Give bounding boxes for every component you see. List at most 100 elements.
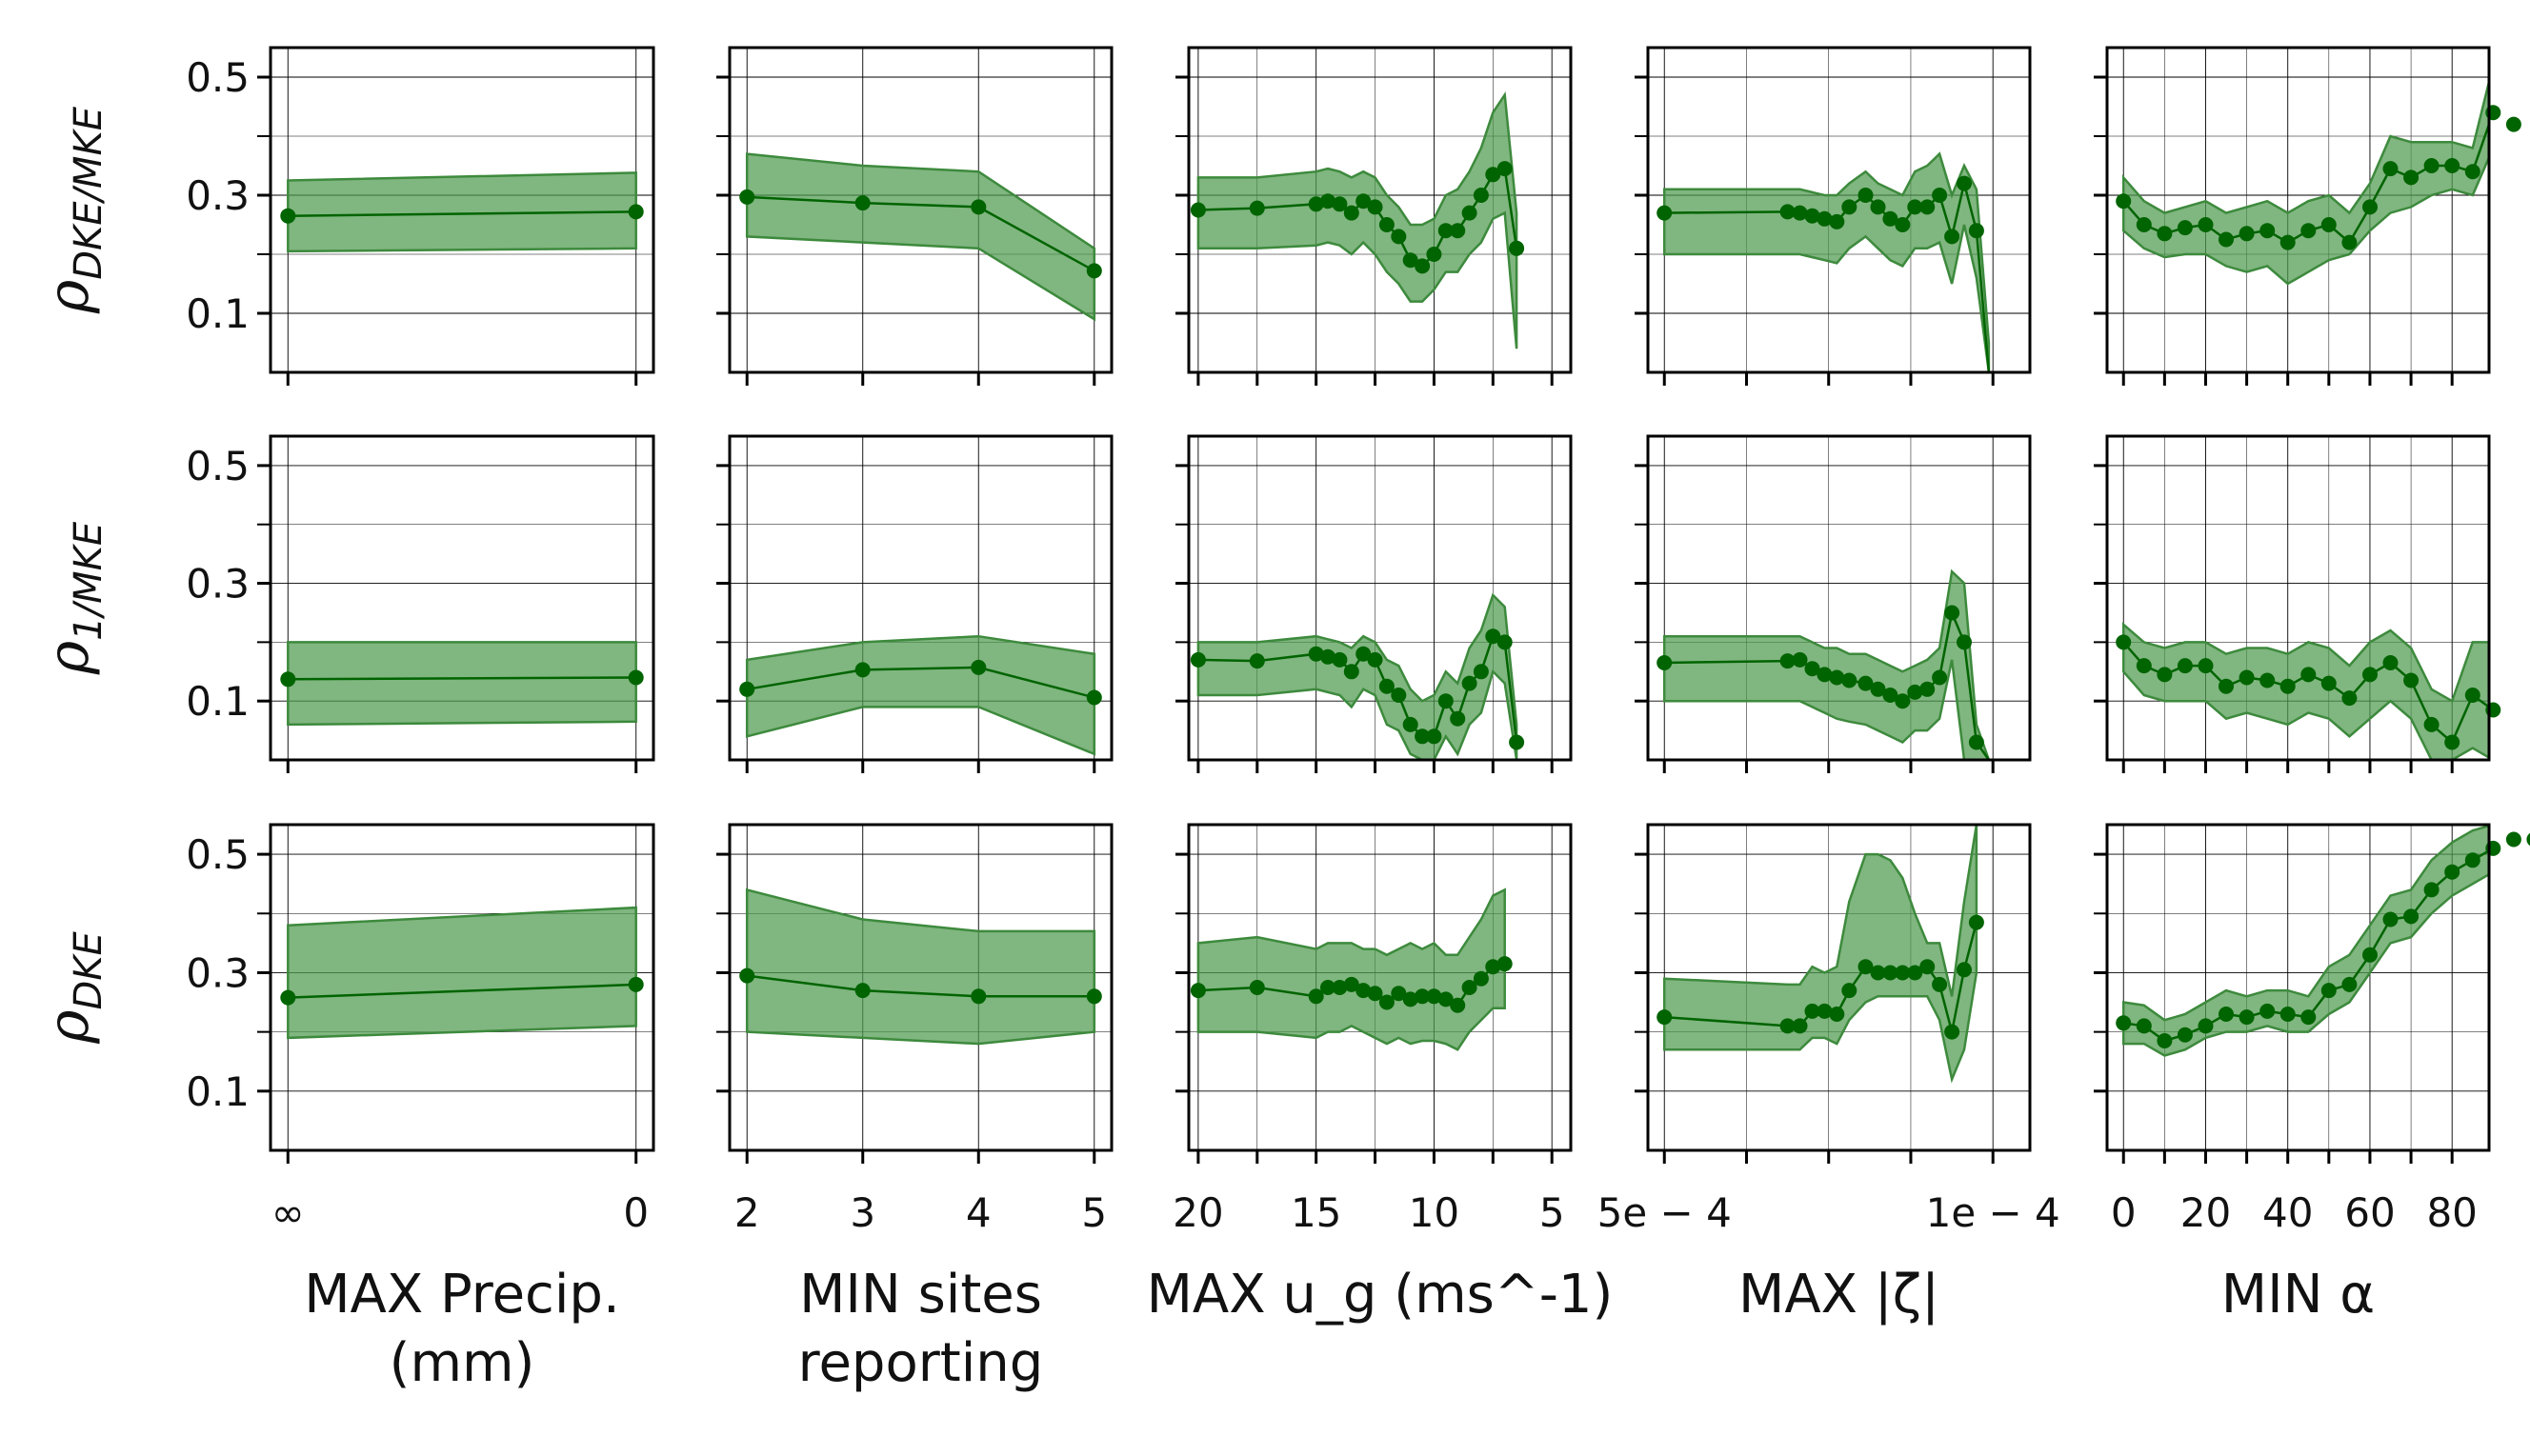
data-point bbox=[1320, 648, 1335, 665]
axes-frame bbox=[1187, 46, 1573, 374]
data-point bbox=[1343, 205, 1359, 221]
data-point bbox=[2341, 976, 2358, 992]
data-point bbox=[628, 669, 644, 686]
data-point bbox=[1817, 1003, 1833, 1019]
data-point bbox=[1249, 200, 1265, 216]
x-tick-label: 60 bbox=[2344, 1189, 2395, 1236]
panel-dke-precip: 0.1 0.3 0.5 ∞ 0 bbox=[186, 823, 655, 1236]
data-point bbox=[1829, 213, 1845, 229]
data-point bbox=[2382, 911, 2399, 927]
data-point bbox=[1437, 991, 1454, 1007]
data-point bbox=[2423, 158, 2440, 173]
data-point bbox=[2157, 667, 2173, 683]
y-axis-label-subscript: 1/MKE bbox=[67, 521, 110, 641]
data-point bbox=[2136, 658, 2152, 674]
data-point bbox=[1378, 217, 1395, 232]
data-point bbox=[2320, 983, 2337, 999]
x-axis-label-precip: MAX Precip. bbox=[304, 1264, 620, 1326]
data-point bbox=[2136, 217, 2152, 232]
confidence-band bbox=[2121, 825, 2489, 1057]
data-point bbox=[2362, 947, 2378, 963]
data-point bbox=[1779, 1018, 1796, 1034]
data-point bbox=[1426, 247, 1442, 262]
data-point bbox=[2403, 170, 2420, 186]
data-point bbox=[1792, 205, 1808, 221]
panel-dke_mke-zeta bbox=[1635, 46, 2032, 386]
data-point bbox=[1367, 986, 1383, 1002]
data-point bbox=[1657, 655, 1673, 670]
data-point bbox=[1332, 196, 1348, 212]
data-point bbox=[1426, 988, 1442, 1005]
data-point bbox=[2219, 1007, 2234, 1022]
data-point bbox=[2136, 1018, 2152, 1034]
data-point bbox=[1391, 986, 1407, 1002]
data-point bbox=[1895, 965, 1911, 981]
data-point bbox=[1332, 980, 1348, 995]
data-point bbox=[1657, 1009, 1673, 1026]
data-point bbox=[1086, 689, 1102, 706]
confidence-band bbox=[1662, 825, 1978, 1084]
data-point bbox=[2362, 199, 2378, 215]
x-tick-label: 5e − 4 bbox=[1597, 1189, 1732, 1236]
data-point bbox=[1426, 728, 1442, 745]
y-tick-label: 0.5 bbox=[186, 443, 250, 489]
data-point bbox=[1086, 263, 1102, 279]
axes-frame bbox=[1646, 46, 2032, 374]
x-tick-label: 0 bbox=[623, 1189, 649, 1236]
data-point bbox=[1968, 914, 1984, 930]
axes-frame bbox=[728, 434, 1114, 762]
data-point bbox=[1308, 196, 1324, 212]
axes-frame bbox=[269, 434, 655, 762]
data-point bbox=[2464, 164, 2480, 180]
data-point bbox=[2320, 217, 2337, 232]
data-point bbox=[739, 189, 755, 205]
x-axis-label-sites: MIN sites bbox=[799, 1264, 1042, 1326]
series-line bbox=[288, 210, 636, 217]
data-point bbox=[2279, 678, 2296, 694]
axes-frame bbox=[1187, 823, 1573, 1152]
data-point bbox=[1415, 728, 1431, 745]
axes-frame bbox=[1646, 434, 2032, 762]
data-point bbox=[1829, 669, 1845, 686]
panel-dke_mke-sites bbox=[716, 46, 1114, 386]
data-point bbox=[280, 989, 296, 1006]
data-point bbox=[1402, 716, 1418, 732]
data-point bbox=[1437, 693, 1454, 709]
data-point bbox=[1841, 983, 1857, 999]
data-point bbox=[1957, 962, 1972, 978]
data-point bbox=[1792, 651, 1808, 668]
data-point bbox=[1779, 653, 1796, 669]
confidence-band bbox=[1196, 592, 1518, 760]
data-point bbox=[1473, 664, 1489, 680]
confidence-band bbox=[2121, 622, 2489, 760]
x-axis-label-alpha: MIN α bbox=[2221, 1264, 2375, 1326]
data-point bbox=[2341, 690, 2358, 707]
data-point bbox=[1320, 980, 1335, 995]
confidence-band bbox=[287, 171, 637, 253]
data-point bbox=[2177, 658, 2193, 674]
confidence-band bbox=[1662, 151, 1991, 372]
data-point bbox=[2198, 1018, 2214, 1034]
data-point bbox=[1190, 651, 1206, 668]
data-point bbox=[2177, 220, 2193, 236]
data-point bbox=[1378, 994, 1395, 1010]
data-point bbox=[1509, 734, 1525, 750]
data-point bbox=[1804, 208, 1820, 224]
confidence-band bbox=[745, 634, 1096, 756]
data-point bbox=[1450, 223, 1466, 239]
panel-one_mke-precip: 0.1 0.3 0.5 bbox=[186, 434, 655, 773]
confidence-band bbox=[1662, 568, 1991, 760]
y-axis-label-dke_mke: ρDKE/MKE bbox=[35, 106, 110, 314]
data-point bbox=[1473, 970, 1489, 987]
data-point bbox=[1391, 688, 1407, 703]
data-point bbox=[1870, 965, 1886, 981]
data-point bbox=[2403, 908, 2420, 925]
data-point bbox=[1957, 175, 1972, 191]
data-point bbox=[2505, 116, 2521, 132]
confidence-band bbox=[2121, 76, 2489, 286]
data-point bbox=[2341, 234, 2358, 250]
data-point bbox=[1957, 634, 1972, 650]
y-tick-label: 0.3 bbox=[186, 172, 250, 219]
data-point bbox=[2526, 832, 2530, 847]
data-point bbox=[1320, 193, 1335, 209]
